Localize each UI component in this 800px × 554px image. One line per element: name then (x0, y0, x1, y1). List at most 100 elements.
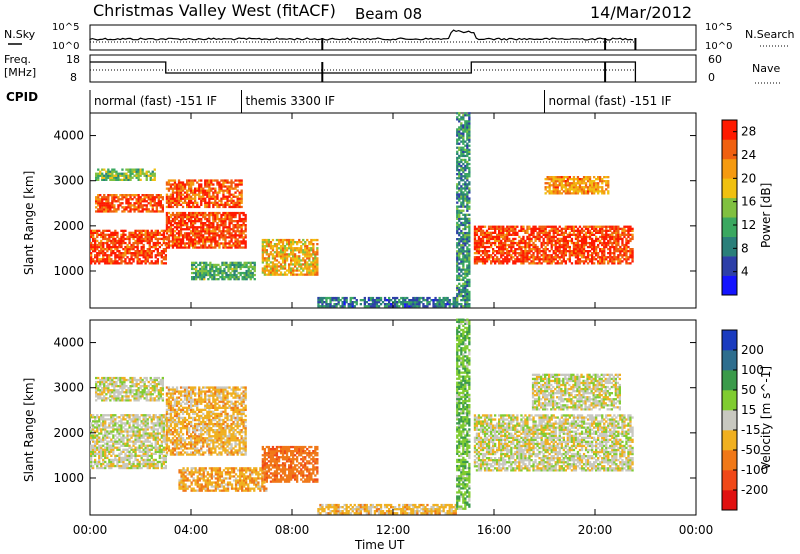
heatmap-cell (130, 456, 133, 460)
heatmap-cell (112, 442, 115, 445)
heatmap-cell (108, 235, 111, 239)
heatmap-cell (224, 189, 227, 192)
heatmap-cell (566, 178, 569, 181)
heatmap-cell (135, 200, 138, 203)
heatmap-cell (591, 256, 594, 259)
heatmap-cell (267, 271, 271, 274)
heatmap-cell (197, 273, 200, 277)
heatmap-cell (294, 265, 297, 268)
heatmap-cell (564, 229, 567, 232)
heatmap-cell (578, 229, 582, 232)
heatmap-cell (105, 210, 108, 213)
heatmap-cell (279, 249, 283, 252)
heatmap-cell (522, 241, 525, 245)
heatmap-cell (468, 254, 471, 257)
heatmap-cell (112, 452, 115, 455)
heatmap-cell (206, 213, 209, 217)
heatmap-cell (584, 260, 588, 263)
heatmap-cell (296, 257, 299, 260)
heatmap-cell (154, 248, 157, 251)
heatmap-cell (601, 235, 604, 239)
heatmap-cell (122, 418, 125, 421)
heatmap-cell (114, 458, 117, 462)
heatmap-cell (329, 303, 332, 306)
heatmap-cell (601, 227, 604, 230)
heatmap-cell (114, 237, 117, 241)
heatmap-cell (593, 192, 596, 195)
heatmap-cell (464, 238, 467, 241)
heatmap-cell (603, 245, 606, 249)
heatmap-cell (522, 258, 525, 261)
heatmap-cell (466, 166, 469, 170)
heatmap-cell (196, 232, 199, 235)
heatmap-cell (580, 239, 584, 243)
heatmap-cell (117, 172, 120, 175)
heatmap-cell (92, 420, 95, 423)
heatmap-cell (192, 244, 195, 247)
heatmap-cell (460, 248, 463, 251)
heatmap-cell (140, 260, 143, 263)
heatmap-cell (603, 241, 606, 245)
heatmap-cell (570, 178, 574, 181)
heatmap-cell (244, 228, 247, 231)
heatmap-cell (232, 236, 235, 239)
heatmap-cell (132, 241, 135, 245)
heatmap-cell (456, 242, 459, 245)
heatmap-cell (568, 182, 571, 185)
heatmap-cell (532, 235, 535, 239)
heatmap-cell (631, 260, 634, 263)
heatmap-cell (564, 192, 567, 195)
heatmap-cell (306, 269, 309, 272)
heatmap-cell (548, 241, 551, 245)
heatmap-cell (554, 190, 557, 193)
heatmap-cell (191, 271, 194, 275)
heatmap-cell (134, 458, 137, 462)
heatmap-cell (210, 183, 213, 186)
heatmap-cell (466, 282, 469, 285)
heatmap-cell (560, 178, 563, 181)
heatmap-cell (333, 303, 336, 306)
heatmap-cell (107, 198, 110, 201)
heatmap-cell (136, 454, 139, 457)
heatmap-cell (90, 422, 93, 425)
heatmap-cell (273, 267, 277, 270)
heatmap-cell (456, 274, 459, 277)
heatmap-cell (460, 179, 463, 182)
heatmap-cell (92, 243, 95, 247)
heatmap-cell (611, 243, 614, 247)
heatmap-cell (222, 193, 225, 196)
heatmap-cell (546, 254, 549, 257)
heatmap-cell (536, 252, 539, 255)
heatmap-cell (114, 442, 117, 445)
heatmap-cell (440, 301, 443, 304)
heatmap-cell (609, 235, 612, 239)
heatmap-cell (152, 231, 155, 234)
heatmap-cell (140, 231, 143, 234)
heatmap-cell (112, 422, 115, 425)
heatmap-cell (208, 189, 211, 192)
heatmap-cell (179, 183, 183, 186)
heatmap-cell (631, 235, 634, 239)
heatmap-cell (141, 194, 144, 197)
heatmap-cell (125, 194, 128, 197)
heatmap-cell (619, 233, 622, 236)
heatmap-cell (460, 250, 463, 253)
heatmap-cell (222, 234, 225, 237)
heatmap-cell (325, 299, 328, 302)
heatmap-cell (123, 210, 126, 213)
heatmap-cell (468, 303, 471, 306)
heatmap-cell (104, 233, 107, 236)
heatmap-cell (456, 207, 459, 210)
heatmap-cell (477, 243, 481, 247)
heatmap-cell (99, 170, 102, 173)
heatmap-cell (129, 168, 132, 171)
heatmap-cell (90, 450, 93, 453)
heatmap-cell (485, 235, 489, 239)
heatmap-cell (126, 245, 129, 249)
heatmap-cell (153, 196, 156, 199)
heatmap-cell (228, 215, 231, 219)
heatmap-cell (245, 261, 248, 264)
heatmap-cell (460, 136, 463, 139)
heatmap-cell (128, 460, 131, 464)
heatmap-cell (96, 248, 99, 251)
